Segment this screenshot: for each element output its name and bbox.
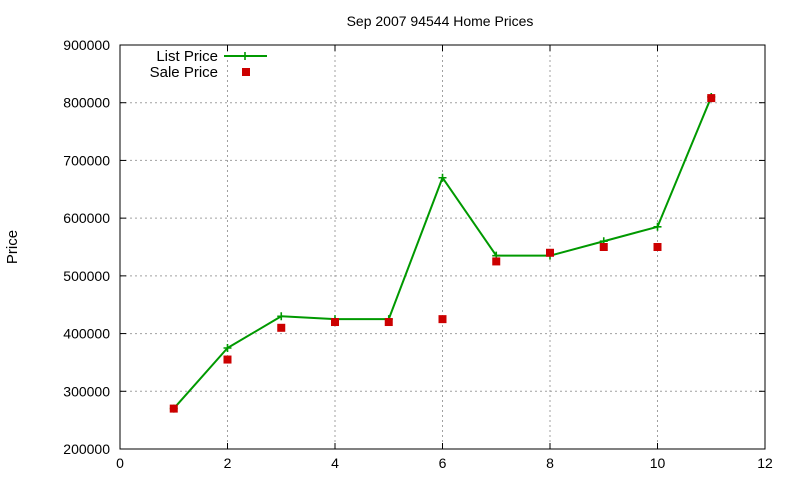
list-price-marker (223, 344, 232, 352)
x-tick-labels: 0 2 4 6 8 10 12 (116, 455, 773, 471)
x-tick-label: 4 (331, 455, 339, 471)
sale-price-point (546, 248, 554, 257)
y-axis-label: Price (4, 230, 21, 264)
y-tick-label: 700000 (63, 152, 110, 168)
list-price-point (653, 222, 662, 231)
plot-border (119, 44, 766, 450)
y-tick-label: 600000 (63, 210, 110, 226)
y-tick-label: 400000 (63, 326, 110, 342)
sale-price-point (599, 243, 608, 251)
x-tick-label: 8 (546, 455, 554, 471)
list-price-point (438, 173, 447, 182)
legend-label-sale-price: Sale Price (150, 64, 218, 81)
x-tick-label: 10 (650, 455, 666, 471)
legend: List Price Sale Price (150, 48, 267, 81)
legend-sale-price-marker (242, 68, 250, 76)
list-price-point (277, 312, 286, 321)
sale-price-point (277, 323, 286, 332)
y-tick-label: 900000 (63, 37, 110, 53)
legend-list-price-marker (241, 52, 249, 60)
y-tick-label: 500000 (63, 268, 110, 284)
sale-price-point (653, 243, 662, 251)
series-layer (169, 92, 716, 413)
y-tick-labels: 200000 300000 400000 500000 600000 700000 8000… (63, 37, 110, 457)
sale-price-point (169, 404, 178, 413)
sale-price-point (223, 355, 232, 364)
x-tick-label: 12 (757, 455, 773, 471)
x-tick-label: 2 (224, 455, 232, 471)
sale-price-point (707, 94, 716, 103)
list-price-marker (438, 173, 447, 182)
chart-title: Sep 2007 94544 Home Prices (347, 13, 534, 29)
x-tick-label: 0 (116, 455, 124, 471)
sale-price-point (438, 315, 447, 324)
axis-ticks (119, 44, 766, 450)
sale-price-point (492, 257, 501, 266)
list-price-marker (277, 312, 286, 321)
y-tick-label: 800000 (63, 95, 110, 111)
legend-label-list-price: List Price (156, 48, 218, 65)
sale-price-point (331, 318, 339, 327)
legend-markers (224, 52, 267, 76)
y-tick-label: 300000 (63, 383, 110, 399)
y-tick-label: 200000 (63, 441, 110, 457)
sale-price-point (384, 318, 393, 327)
list-price-point (223, 344, 232, 352)
x-tick-label: 6 (439, 455, 447, 471)
list-price-marker (653, 222, 662, 231)
